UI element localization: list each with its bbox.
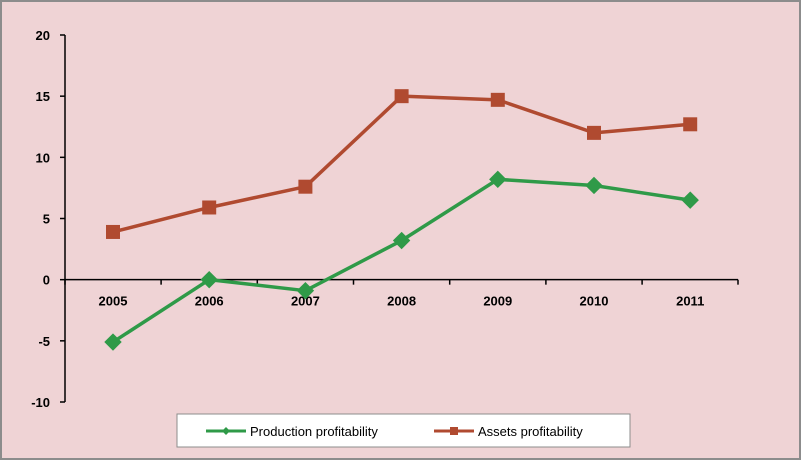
y-tick-label: 15 [36,89,50,104]
data-point-diamond [585,176,603,195]
legend-marker-assets [450,427,458,435]
data-point-square [106,224,120,239]
data-point-square [587,125,601,140]
data-point-square [683,117,698,132]
data-point-square [490,92,505,107]
y-tick-label: -5 [38,334,50,349]
legend-box [176,413,631,448]
data-point-square [202,200,217,215]
data-point-diamond [200,270,218,289]
data-point-square [394,89,409,104]
data-point-diamond [104,333,122,351]
series-assets-profitability [106,89,698,239]
y-tick-label: 10 [36,150,50,165]
x-tick-label: 2011 [676,294,704,309]
x-tick-label: 2009 [483,294,512,309]
x-tick-label: 2007 [291,294,320,309]
x-tick-label: 2005 [99,294,128,309]
x-tick-label: 2008 [387,294,416,309]
legend-label-assets: Assets profitability [478,424,583,439]
y-tick-label: 5 [43,212,50,227]
legend: Production profitability Assets profitab… [176,413,631,448]
data-point-diamond [296,281,315,300]
legend-marker-production [222,427,230,435]
y-tick-label: 0 [43,273,50,288]
axes: -10 -5 0 5 10 15 20 2005 2006 2007 2008 2009 2010 201… [31,28,739,410]
y-tick-label: -10 [31,395,50,410]
x-tick-label: 2006 [195,294,224,309]
x-tick-label: 2010 [580,294,609,309]
y-tick-label: 20 [36,28,50,43]
data-point-diamond [392,231,411,250]
legend-label-production: Production profitability [250,424,378,439]
series-production-profitability [104,170,699,351]
data-point-square [298,179,313,194]
data-point-diamond [681,191,699,209]
series-layer [104,89,699,351]
data-point-diamond [489,170,507,189]
